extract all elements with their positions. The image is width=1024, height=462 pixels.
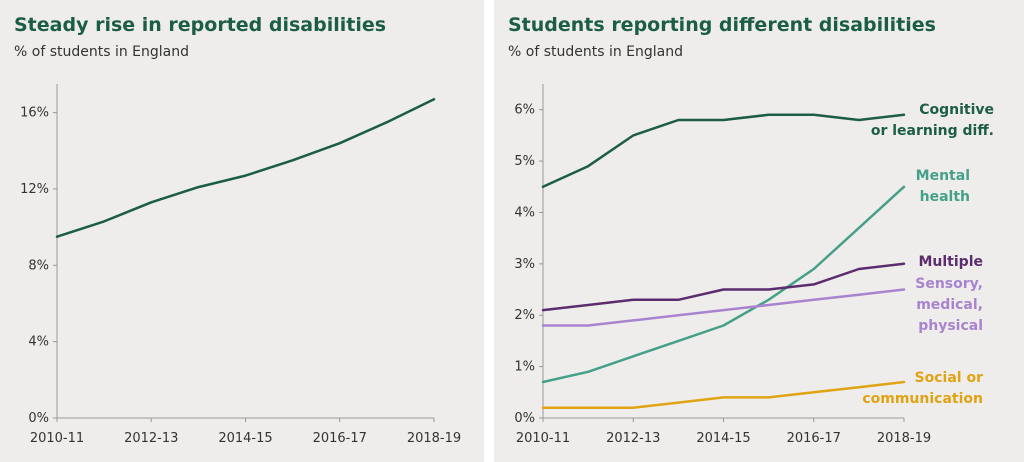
y-tick-label: 2% <box>514 308 535 323</box>
social-or-communication-line <box>541 380 906 409</box>
y-tick-label: 16% <box>20 106 49 121</box>
sensory-medical-physical-line <box>541 288 906 327</box>
series-label: Cognitive <box>919 102 994 118</box>
x-tick-label: 2012-13 <box>124 431 178 446</box>
chart-subtitle: % of students in England <box>14 44 190 60</box>
y-tick-label: 12% <box>20 182 49 197</box>
y-tick-label: 4% <box>28 335 49 350</box>
y-tick-label: 0% <box>28 411 49 426</box>
series-label: Mental <box>916 168 970 184</box>
mental-health-line <box>541 185 906 384</box>
series-label: Social or <box>915 370 984 386</box>
x-tick-label: 2018-19 <box>407 431 461 446</box>
chart-title: Students reporting different disabilitie… <box>508 14 936 36</box>
series-label: medical, <box>916 297 983 313</box>
x-tick-label: 2016-17 <box>787 431 841 446</box>
x-tick-label: 2018-19 <box>877 431 931 446</box>
x-tick-label: 2016-17 <box>313 431 367 446</box>
y-tick-label: 0% <box>514 411 535 426</box>
y-tick-label: 5% <box>514 154 535 169</box>
y-tick-label: 1% <box>514 360 535 375</box>
series-line <box>55 98 436 238</box>
x-tick-label: 2014-15 <box>218 431 272 446</box>
y-tick-label: 3% <box>514 257 535 272</box>
x-tick-label: 2012-13 <box>606 431 660 446</box>
x-tick-label: 2010-11 <box>30 431 84 446</box>
y-tick-label: 6% <box>514 103 535 118</box>
chart-panel-right: Students reporting different disabilitie… <box>494 0 1024 462</box>
multiple-line <box>541 262 906 312</box>
cognitive-or-learning-diff-line <box>541 113 906 189</box>
series-label: communication <box>862 391 983 407</box>
series-label: health <box>920 189 970 205</box>
series-label: or learning diff. <box>871 123 994 139</box>
series-label: Sensory, <box>915 276 983 292</box>
x-tick-label: 2014-15 <box>696 431 750 446</box>
x-tick-label: 2010-11 <box>516 431 570 446</box>
chart-subtitle: % of students in England <box>508 44 684 60</box>
series-label: Multiple <box>918 254 983 270</box>
y-tick-label: 4% <box>514 205 535 220</box>
series-label: physical <box>918 318 983 334</box>
chart-panel-left: Steady rise in reported disabilities % o… <box>0 0 484 462</box>
chart-left-svg: 0% 4% 8% 12% 16% 2010-11 2012-13 2014-15 2016-17… <box>20 84 461 446</box>
chart-right-svg: 0% 1% 2% 3% 4% 5% 6% 2010-11 2012-13 2014-15 2016-… <box>514 84 994 446</box>
chart-title: Steady rise in reported disabilities <box>14 14 387 36</box>
y-tick-label: 8% <box>28 258 49 273</box>
